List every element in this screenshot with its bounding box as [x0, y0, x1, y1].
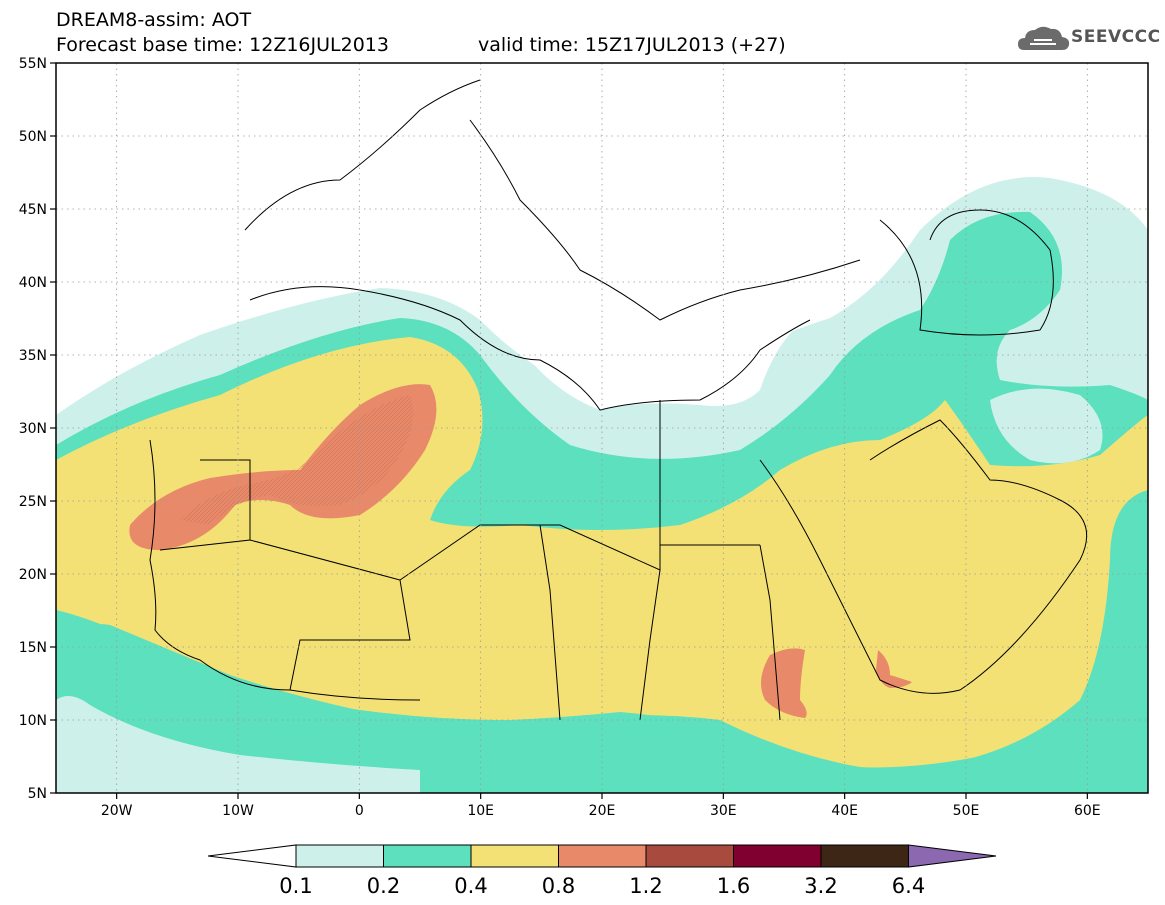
coastlines [149, 79, 1088, 721]
lat-tick-label: 55N [19, 56, 47, 72]
lat-tick-label: 15N [19, 640, 47, 656]
chart-title: DREAM8-assim: AOT [56, 9, 252, 31]
colorbar-swatch [470, 844, 559, 868]
valid-time: valid time: 15Z17JUL2013 (+27) [478, 34, 786, 56]
lon-tick-label: 10E [467, 803, 494, 819]
lat-tick-label: 25N [19, 494, 47, 510]
colorbar-label: 0.4 [454, 874, 487, 898]
lon-tick-label: 20E [589, 803, 616, 819]
colorbar-label: 1.6 [717, 874, 750, 898]
lon-tick-label: 30E [710, 803, 737, 819]
lon-tick-label: 0 [355, 803, 364, 819]
map-grid [56, 63, 1148, 793]
lon-tick-label: 10W [222, 803, 254, 819]
lon-axis: 20W 10W 0 10E 20E 30E 40E 50E 60E [101, 793, 1101, 819]
lat-axis: 55N 50N 45N 40N 35N 30N 25N 20N 15N 10N 5N [19, 56, 56, 802]
lat-tick-label: 50N [19, 129, 47, 145]
lat-tick-label: 40N [19, 275, 47, 291]
lon-tick-label: 60E [1074, 803, 1101, 819]
colorbar-swatch-min [207, 844, 297, 868]
colorbar-label: 1.2 [629, 874, 662, 898]
lat-tick-label: 35N [19, 348, 47, 364]
cloud-icon [1018, 26, 1070, 50]
lon-tick-label: 40E [831, 803, 858, 819]
aot-band-0.8-sudan [761, 648, 807, 718]
colorbar-label: 3.2 [804, 874, 837, 898]
colorbar-swatch [295, 844, 384, 868]
colorbar: 0.1 0.2 0.4 0.8 1.2 1.6 3.2 6.4 [207, 844, 997, 898]
forecast-base-time: Forecast base time: 12Z16JUL2013 [56, 34, 389, 56]
colorbar-label: 0.2 [367, 874, 400, 898]
aot-band-0.8-yemen [876, 650, 912, 688]
lat-tick-label: 5N [28, 786, 47, 802]
aot-band-lower-0.2 [56, 580, 1148, 793]
colorbar-label: 6.4 [892, 874, 925, 898]
lat-tick-label: 20N [19, 567, 47, 583]
lat-tick-label: 45N [19, 202, 47, 218]
colorbar-swatch [645, 844, 734, 868]
lat-tick-label: 10N [19, 713, 47, 729]
colorbar-swatch [733, 844, 822, 868]
colorbar-label: 0.8 [542, 874, 575, 898]
lat-tick-label: 30N [19, 421, 47, 437]
lon-tick-label: 20W [101, 803, 133, 819]
colorbar-swatch [820, 844, 909, 868]
colorbar-swatch [558, 844, 647, 868]
colorbar-swatch-max [908, 844, 997, 868]
colorbar-label: 0.1 [279, 874, 312, 898]
lon-tick-label: 50E [953, 803, 980, 819]
logo-text: SEEVCCC [1071, 27, 1161, 47]
colorbar-swatch [383, 844, 472, 868]
